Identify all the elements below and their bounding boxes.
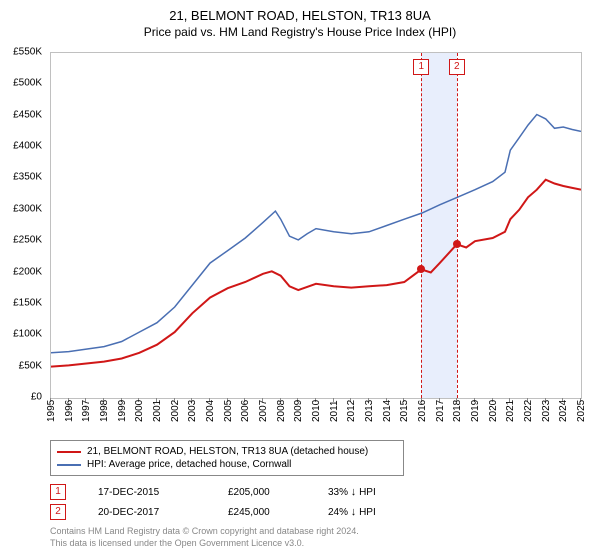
series-price_paid <box>51 180 581 367</box>
x-tick-label: 2010 <box>311 400 322 422</box>
x-tick-label: 1996 <box>64 400 75 422</box>
legend-label: 21, BELMONT ROAD, HELSTON, TR13 8UA (det… <box>87 446 368 457</box>
y-tick-label: £200K <box>13 266 42 277</box>
y-tick-label: £450K <box>13 109 42 120</box>
legend-swatch <box>57 451 81 453</box>
y-axis-labels: £0£50K£100K£150K£200K£250K£300K£350K£400… <box>0 52 46 397</box>
x-tick-label: 2023 <box>541 400 552 422</box>
y-tick-label: £250K <box>13 235 42 246</box>
x-tick-label: 2019 <box>470 400 481 422</box>
x-tick-label: 2002 <box>170 400 181 422</box>
x-tick-label: 2025 <box>576 400 587 422</box>
sale-price: £205,000 <box>228 487 328 498</box>
x-tick-label: 2021 <box>505 400 516 422</box>
legend: 21, BELMONT ROAD, HELSTON, TR13 8UA (det… <box>50 440 404 476</box>
x-tick-label: 1998 <box>99 400 110 422</box>
sale-marker: 1 <box>50 484 66 500</box>
sale-marker: 2 <box>50 504 66 520</box>
y-tick-label: £150K <box>13 297 42 308</box>
legend-item: 21, BELMONT ROAD, HELSTON, TR13 8UA (det… <box>57 445 397 458</box>
sale-date: 17-DEC-2015 <box>98 487 228 498</box>
page-title: 21, BELMONT ROAD, HELSTON, TR13 8UA <box>0 0 600 23</box>
x-tick-label: 2001 <box>152 400 163 422</box>
x-tick-label: 2009 <box>293 400 304 422</box>
x-tick-label: 2008 <box>276 400 287 422</box>
x-tick-label: 1997 <box>81 400 92 422</box>
sales-table: 1 17-DEC-2015 £205,000 33% ↓ HPI 2 20-DE… <box>50 484 398 524</box>
x-tick-label: 2015 <box>399 400 410 422</box>
footer-attribution: Contains HM Land Registry data © Crown c… <box>50 526 359 549</box>
x-tick-label: 2013 <box>364 400 375 422</box>
x-tick-label: 2006 <box>240 400 251 422</box>
sale-point <box>453 240 461 248</box>
x-tick-label: 2011 <box>329 400 340 422</box>
legend-swatch <box>57 464 81 466</box>
sale-row: 2 20-DEC-2017 £245,000 24% ↓ HPI <box>50 504 398 520</box>
sale-pct: 33% ↓ HPI <box>328 486 398 498</box>
sale-point <box>417 265 425 273</box>
y-tick-label: £350K <box>13 172 42 183</box>
x-tick-label: 2004 <box>205 400 216 422</box>
y-tick-label: £50K <box>19 360 42 371</box>
y-tick-label: £400K <box>13 141 42 152</box>
x-tick-label: 2007 <box>258 400 269 422</box>
x-tick-label: 2024 <box>558 400 569 422</box>
x-tick-label: 2014 <box>382 400 393 422</box>
y-tick-label: £0 <box>31 392 42 403</box>
down-arrow-icon: ↓ <box>351 506 357 518</box>
x-tick-label: 2017 <box>435 400 446 422</box>
chart-plot-area: 12 <box>50 52 582 399</box>
y-tick-label: £300K <box>13 203 42 214</box>
legend-label: HPI: Average price, detached house, Corn… <box>87 459 291 470</box>
sale-row: 1 17-DEC-2015 £205,000 33% ↓ HPI <box>50 484 398 500</box>
x-tick-label: 2022 <box>523 400 534 422</box>
x-tick-label: 2016 <box>417 400 428 422</box>
y-tick-label: £500K <box>13 78 42 89</box>
y-tick-label: £100K <box>13 329 42 340</box>
x-tick-label: 2000 <box>134 400 145 422</box>
sale-date: 20-DEC-2017 <box>98 507 228 518</box>
x-axis-labels: 1995199619971998199920002001200220032004… <box>50 398 580 438</box>
sale-price: £245,000 <box>228 507 328 518</box>
down-arrow-icon: ↓ <box>351 486 357 498</box>
x-tick-label: 2018 <box>452 400 463 422</box>
x-tick-label: 1995 <box>46 400 57 422</box>
x-tick-label: 1999 <box>117 400 128 422</box>
sale-pct: 24% ↓ HPI <box>328 506 398 518</box>
legend-item: HPI: Average price, detached house, Corn… <box>57 458 397 471</box>
x-tick-label: 2003 <box>187 400 198 422</box>
x-tick-label: 2012 <box>346 400 357 422</box>
x-tick-label: 2005 <box>223 400 234 422</box>
page-subtitle: Price paid vs. HM Land Registry's House … <box>0 23 600 39</box>
x-tick-label: 2020 <box>488 400 499 422</box>
y-tick-label: £550K <box>13 47 42 58</box>
